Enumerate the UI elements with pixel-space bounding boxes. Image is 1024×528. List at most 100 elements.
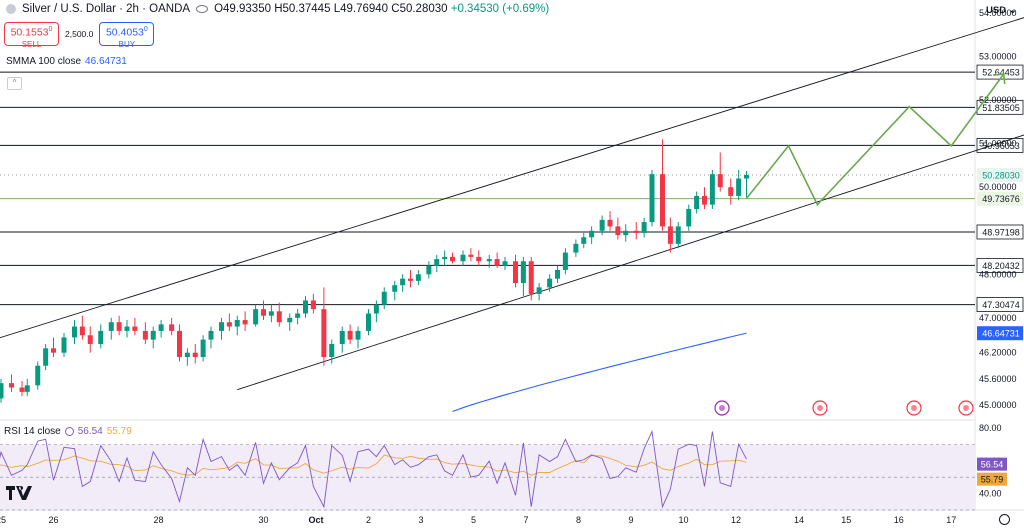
candle: [744, 171, 749, 198]
candle-body: [434, 259, 440, 266]
candle: [615, 217, 621, 240]
candle: [555, 265, 560, 284]
candle: [321, 287, 327, 366]
candle: [675, 222, 681, 249]
candle: [709, 169, 715, 209]
time-tick-label: Oct: [308, 515, 323, 525]
candle: [169, 317, 175, 336]
candle: [728, 178, 734, 205]
level-label-box: [977, 191, 1023, 206]
candle: [702, 187, 707, 209]
candle: [460, 250, 466, 266]
economic-event-icon[interactable]: [906, 400, 922, 416]
candle: [234, 315, 240, 336]
candle: [649, 169, 655, 227]
event-dot: [963, 405, 969, 411]
candle: [633, 222, 639, 240]
channel-line: [237, 134, 1024, 391]
candle: [116, 315, 122, 336]
candle-body: [208, 330, 214, 340]
economic-event-icon[interactable]: [958, 400, 974, 416]
candle: [573, 239, 579, 257]
candle: [623, 224, 629, 242]
candle: [108, 317, 114, 340]
candle: [287, 313, 293, 331]
event-dot: [719, 405, 725, 411]
eye-icon[interactable]: [196, 5, 209, 13]
price-tick-label: 53.00000: [979, 52, 1017, 62]
candle-body: [615, 226, 621, 236]
candle-body: [589, 230, 595, 238]
rsi-legend[interactable]: RSI 14 close 56.54 55.79: [4, 426, 132, 437]
ohlc-values: O49.93350 H50.37445 L49.76940 C50.28030 …: [214, 3, 549, 15]
candle: [442, 250, 448, 266]
candle-body: [268, 311, 274, 316]
candle-body: [717, 174, 723, 188]
projection-path: [745, 73, 1005, 207]
quantity-value[interactable]: 2,500.0: [65, 29, 94, 39]
candle-body: [502, 261, 508, 266]
candle: [261, 300, 266, 321]
candle: [253, 304, 259, 327]
open-value: O49.93350: [214, 3, 271, 15]
candle: [124, 320, 130, 338]
candle-body: [19, 387, 25, 392]
tradingview-logo-icon: [6, 486, 32, 500]
settings-icon[interactable]: [999, 514, 1010, 525]
symbol-title[interactable]: Silver / U.S. Dollar · 2h · OANDA: [22, 3, 191, 15]
candle: [434, 254, 440, 273]
candle-body: [366, 313, 371, 331]
candle-body: [98, 330, 104, 344]
economic-event-icon[interactable]: [812, 400, 828, 416]
candle-body: [79, 326, 85, 336]
candle: [468, 248, 474, 262]
sell-price: 50.1553: [10, 26, 49, 39]
level-price-label: 50.96053: [976, 138, 1024, 153]
candle: [200, 335, 206, 362]
candle: [641, 217, 647, 238]
candle: [408, 269, 413, 288]
candle-body: [528, 261, 534, 294]
sell-button[interactable]: 50.15530 SELL: [4, 22, 59, 49]
candle-body: [728, 187, 734, 196]
candle-body: [9, 383, 14, 388]
time-tick-label: 14: [794, 515, 804, 525]
candle-body: [192, 352, 198, 358]
candle-body: [736, 178, 742, 196]
smma-legend[interactable]: SMMA 100 close 46.64731: [6, 56, 127, 67]
candle: [486, 254, 492, 268]
candle-body: [468, 254, 474, 257]
rsi-tick-label: 40.00: [979, 489, 1002, 499]
candle: [9, 374, 14, 392]
rsi-value-label: 56.54: [981, 460, 1004, 470]
level-label-box: [976, 258, 1024, 273]
candle: [736, 169, 742, 201]
candle-body: [35, 365, 41, 386]
event-flash-icon[interactable]: [714, 400, 730, 416]
price-tick-label: 48.00000: [979, 269, 1017, 279]
sell-label: SELL: [21, 39, 42, 49]
candle-body: [287, 317, 293, 323]
candle: [667, 217, 673, 253]
candle: [35, 361, 41, 390]
candle-body: [347, 330, 353, 340]
time-tick-label: 12: [731, 515, 741, 525]
currency-button[interactable]: USD ⌄: [980, 0, 1024, 22]
time-tick-label: 15: [841, 515, 851, 525]
time-tick-label: 9: [628, 515, 633, 525]
candle: [717, 152, 723, 192]
candle: [276, 302, 282, 327]
buy-button[interactable]: 50.40530 BUY: [99, 22, 155, 49]
candle-body: [408, 278, 413, 281]
candle-body: [355, 330, 361, 340]
candle-body: [321, 309, 327, 358]
candle: [177, 324, 182, 362]
candle-body: [641, 222, 647, 233]
collapse-legend-button[interactable]: ^: [7, 77, 22, 90]
candle-body: [460, 254, 466, 262]
candle-body: [667, 226, 673, 244]
candle: [339, 326, 345, 353]
rsi-settings-icon[interactable]: [64, 427, 74, 436]
candle-body: [219, 322, 224, 331]
